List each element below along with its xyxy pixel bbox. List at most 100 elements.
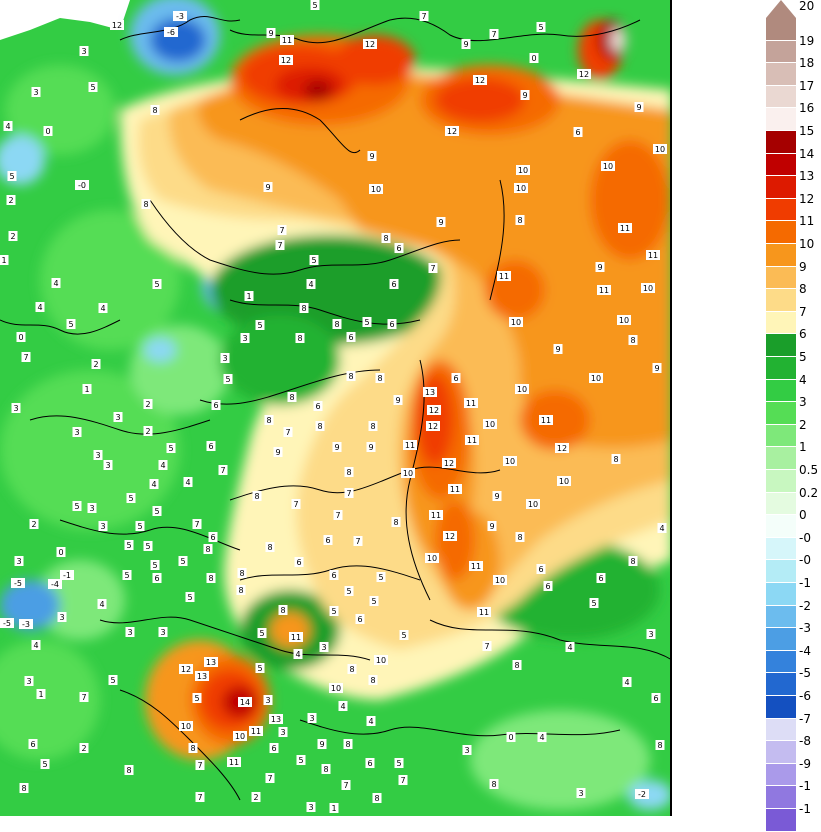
legend-swatch [766,741,796,764]
legend-label: 4 [799,372,807,387]
value-label-text: 7 [343,781,348,790]
value-label: 2 [79,743,89,753]
value-label-text: 5 [74,502,79,511]
value-label-text: 5 [364,318,369,327]
value-label: 6 [394,243,404,253]
value-label: 4 [306,279,316,289]
value-label-text: 7 [293,500,298,509]
value-label-text: 3 [59,613,64,622]
value-label-text: 3 [33,88,38,97]
legend-swatch [766,221,796,244]
value-label-text: 3 [89,504,94,513]
value-label: 12 [442,458,456,468]
value-label-text: 6 [325,536,330,545]
value-label-text: 8 [190,744,195,753]
value-label: 3 [14,556,24,566]
value-label-text: 0 [45,127,50,136]
value-label: 12 [179,664,193,674]
value-label: 5 [122,570,132,580]
value-label: 11 [539,415,553,425]
value-label-text: 5 [259,629,264,638]
value-label: -0 [75,180,89,190]
value-label: 8 [515,215,525,225]
value-label-text: 10 [655,145,665,154]
value-label-text: 7 [491,30,496,39]
value-label: 4 [537,732,547,742]
value-label-text: 9 [522,91,527,100]
value-label: 3 [93,450,103,460]
value-label-text: 4 [33,641,38,650]
value-label-text: 5 [378,573,383,582]
value-label: 7 [275,240,285,250]
legend-swatch [766,176,796,199]
value-label-text: 1 [246,292,251,301]
value-label-text: 6 [331,571,336,580]
value-label-text: 8 [323,765,328,774]
value-label-text: 3 [648,630,653,639]
value-label-text: 8 [630,557,635,566]
value-label: 9 [487,521,497,531]
value-label-text: 3 [127,628,132,637]
value-label: 9 [332,442,342,452]
value-label: 4 [338,701,348,711]
value-label: 8 [236,585,246,595]
value-label-text: 3 [74,428,79,437]
legend-swatch [766,650,796,674]
value-label-text: 6 [208,442,213,451]
value-label-text: 11 [599,286,609,295]
value-label: 5 [72,501,82,511]
value-label-text: 6 [396,244,401,253]
value-label-text: 6 [348,333,353,342]
value-label-text: 6 [575,128,580,137]
legend-label: 0.2 [799,485,819,500]
value-label-text: 5 [591,599,596,608]
value-label: 11 [618,223,632,233]
value-label: 12 [279,55,293,65]
value-label: 9 [263,182,273,192]
value-label-text: 10 [403,469,413,478]
value-label: 11 [497,271,511,281]
value-label-text: 2 [31,520,36,529]
value-label: 11 [469,561,483,571]
legend-label: -9 [799,756,811,771]
no-data-area [0,0,130,40]
value-label: 7 [291,499,301,509]
legend-swatch [766,266,796,290]
value-label-text: 12 [181,665,191,674]
value-label: -6 [164,27,178,37]
legend-label: -0 [799,553,811,568]
value-label-text: 3 [242,334,247,343]
value-label-text: 12 [281,56,291,65]
value-label: 10 [601,161,615,171]
value-label: 5 [152,279,162,289]
value-label: 9 [553,344,563,354]
value-label: 9 [652,363,662,373]
value-label: 6 [596,573,606,583]
value-label-text: 5 [154,280,159,289]
value-label-text: 9 [275,448,280,457]
value-label: 10 [557,476,571,486]
value-label-text: 6 [296,558,301,567]
value-label: 1 [329,803,339,813]
legend-label: -5 [799,666,811,681]
value-label-text: 13 [425,388,435,397]
value-label-text: 8 [370,676,375,685]
legend-swatch [766,447,796,470]
value-label: 3 [319,642,329,652]
value-label-text: 12 [445,532,455,541]
value-label: 5 [369,596,379,606]
value-label: 7 [192,519,202,529]
value-label: 8 [124,765,134,775]
value-label: 9 [393,395,403,405]
value-label-text: 10 [559,477,569,486]
value-label-text: 10 [485,420,495,429]
value-label-text: 3 [308,803,313,812]
value-label: 2 [251,792,261,802]
value-label: 7 [265,773,275,783]
value-label: 10 [526,499,540,509]
legend-swatch [766,357,796,380]
value-label: 8 [278,605,288,615]
value-label: 8 [332,319,342,329]
legend-swatch [766,537,796,561]
value-label: 5 [296,755,306,765]
